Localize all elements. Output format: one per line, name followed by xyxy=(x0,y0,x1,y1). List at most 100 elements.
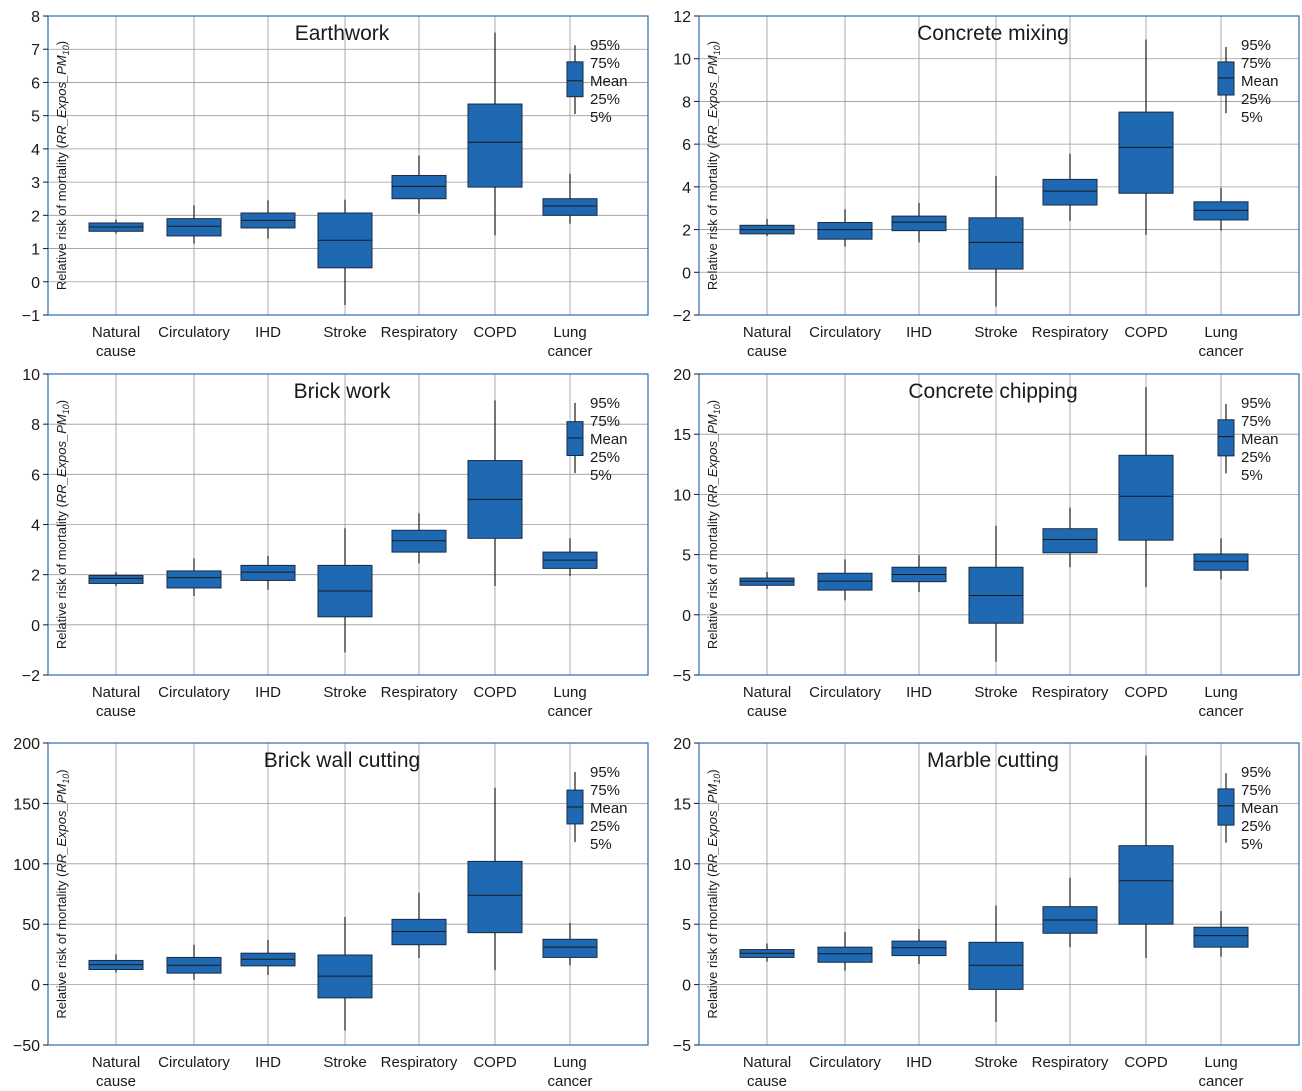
box-iqr xyxy=(240,564,296,581)
y-tick-label: 50 xyxy=(22,917,40,934)
legend-label: 75% xyxy=(1241,413,1271,430)
legend-label: 95% xyxy=(590,764,620,781)
x-tick-label: Circulatory xyxy=(158,684,230,701)
legend-label: Mean xyxy=(1241,800,1279,817)
chart-panel-2: −2 0 2 4 6 8 10 12 Natural cause Circulatory IHD Str… xyxy=(673,9,1300,360)
legend-label: 5% xyxy=(1241,467,1263,484)
y-tick-label: 8 xyxy=(682,94,691,111)
y-axis-label: Relative risk of mortality (RR_Expos_PM1… xyxy=(705,769,722,1018)
x-tick-label: cause xyxy=(96,343,136,360)
legend-box xyxy=(566,421,584,457)
box-iqr xyxy=(968,217,1024,270)
y-axis-label-text: Relative risk of mortality ( xyxy=(705,502,720,649)
chart-panel-6: −5 0 5 10 15 20 Natural cause Circulatory IHD Stro… xyxy=(673,736,1300,1090)
legend-label: 75% xyxy=(1241,782,1271,799)
legend-box xyxy=(1217,788,1235,826)
box-iqr xyxy=(1118,111,1174,194)
y-tick-label: 5 xyxy=(31,109,40,126)
legend-label: 25% xyxy=(590,818,620,835)
x-tick-label: Natural xyxy=(743,684,791,701)
y-axis-label-italic: RR_Expos_PM xyxy=(705,55,720,144)
x-tick-label: Circulatory xyxy=(809,684,881,701)
box-iqr xyxy=(817,222,873,240)
y-tick-label: 0 xyxy=(31,978,40,995)
x-tick-label: Lung xyxy=(553,324,586,341)
plot-area xyxy=(699,374,1299,675)
y-tick-label: 2 xyxy=(31,208,40,225)
y-tick-label: 8 xyxy=(31,417,40,434)
y-axis-label-text: Relative risk of mortality ( xyxy=(705,872,720,1019)
legend-label: 25% xyxy=(590,449,620,466)
x-tick-label: Stroke xyxy=(974,1054,1017,1071)
y-tick-label: 10 xyxy=(673,857,691,874)
plot-frame xyxy=(47,15,649,316)
x-tick-label: Stroke xyxy=(323,1054,366,1071)
plot-frame xyxy=(47,742,649,1046)
x-tick-label: IHD xyxy=(906,684,932,701)
legend-label: 95% xyxy=(1241,395,1271,412)
plot-area xyxy=(48,16,648,315)
y-axis-label: Relative risk of mortality (RR_Expos_PM1… xyxy=(705,400,722,649)
chart-title: Brick work xyxy=(294,380,391,403)
box-iqr xyxy=(542,938,598,958)
x-tick-label: COPD xyxy=(473,1054,517,1071)
y-axis-label: Relative risk of mortality (RR_Expos_PM1… xyxy=(705,41,722,290)
y-tick-label: −5 xyxy=(673,668,691,685)
x-tick-label: Lung xyxy=(1204,324,1237,341)
x-tick-label: Lung xyxy=(1204,1054,1237,1071)
x-tick-label: COPD xyxy=(473,324,517,341)
y-tick-label: 2 xyxy=(31,568,40,585)
y-tick-label: 150 xyxy=(13,796,40,813)
y-tick-label: 15 xyxy=(673,796,691,813)
x-tick-label: Respiratory xyxy=(1032,1054,1109,1071)
y-tick-label: −5 xyxy=(673,1038,691,1055)
y-tick-label: 4 xyxy=(682,180,691,197)
box-iqr xyxy=(1193,553,1249,571)
y-tick-label: −2 xyxy=(22,668,40,685)
box-iqr xyxy=(391,174,447,200)
x-tick-label: cancer xyxy=(1198,343,1243,360)
x-tick-label: Respiratory xyxy=(381,1054,458,1071)
y-axis-label-text: Relative risk of mortality ( xyxy=(705,143,720,290)
box-iqr xyxy=(542,198,598,216)
y-tick-label: 0 xyxy=(682,978,691,995)
chart-panel-4: −5 0 5 10 15 20 Natural cause Circulatory IHD Stro… xyxy=(673,367,1300,720)
legend-label: 75% xyxy=(1241,55,1271,72)
y-tick-label: 4 xyxy=(31,142,40,159)
legend-label: 95% xyxy=(590,395,620,412)
x-tick-label: COPD xyxy=(1124,684,1168,701)
x-tick-label: Respiratory xyxy=(1032,684,1109,701)
chart-panel-3: −2 0 2 4 6 8 10 Natural cause Circulatory IHD Strok… xyxy=(22,367,649,720)
y-axis-label-close: ) xyxy=(705,41,720,45)
box-iqr xyxy=(391,918,447,946)
chart-title: Concrete chipping xyxy=(908,380,1077,403)
y-tick-label: 3 xyxy=(31,175,40,192)
y-axis-label-italic: RR_Expos_PM xyxy=(54,55,69,144)
x-tick-label: IHD xyxy=(906,324,932,341)
y-axis-label-italic: RR_Expos_PM xyxy=(705,414,720,503)
y-tick-label: 12 xyxy=(673,9,691,26)
box-iqr xyxy=(1193,201,1249,221)
y-tick-label: 4 xyxy=(31,518,40,535)
y-axis-label-close: ) xyxy=(705,769,720,773)
box-iqr xyxy=(1042,528,1098,554)
plot-frame xyxy=(698,15,1300,316)
box-iqr xyxy=(1118,845,1174,925)
y-tick-label: 10 xyxy=(673,487,691,504)
x-tick-label: COPD xyxy=(1124,1054,1168,1071)
y-tick-label: −1 xyxy=(22,308,40,325)
y-axis-label-italic: RR_Expos_PM xyxy=(54,414,69,503)
chart-panel-1: −1 0 1 2 3 4 5 6 7 8 Natural cause Circulatory IHD Str… xyxy=(22,9,649,360)
legend-label: Mean xyxy=(1241,73,1279,90)
legend-label: 25% xyxy=(1241,449,1271,466)
box-iqr xyxy=(891,940,947,957)
y-tick-label: 1 xyxy=(31,242,40,259)
box-iqr xyxy=(166,570,222,589)
legend-label: 95% xyxy=(1241,764,1271,781)
y-axis-label-subscript: 10 xyxy=(61,45,71,55)
x-tick-label: Stroke xyxy=(323,684,366,701)
y-tick-label: 6 xyxy=(31,467,40,484)
y-tick-label: −2 xyxy=(673,308,691,325)
box-iqr xyxy=(817,572,873,591)
